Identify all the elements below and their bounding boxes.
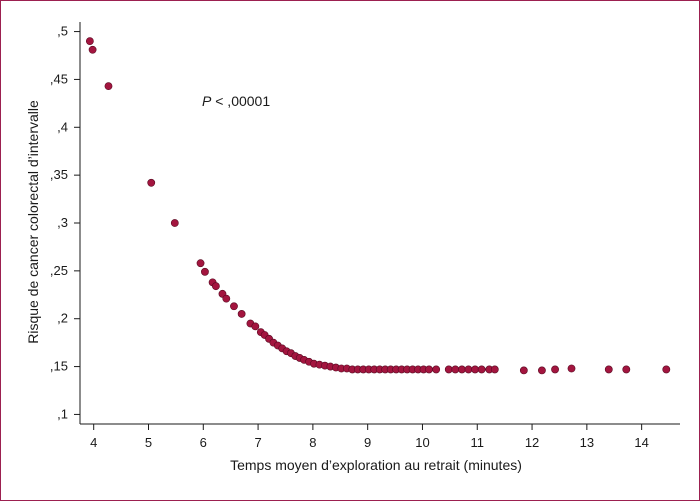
- data-point: [567, 364, 576, 373]
- data-point: [201, 267, 209, 276]
- axes: 4 5 6 7 8 9 10 11 12 13 14 ,1 ,15 ,2 ,25 ,3 ,35 ,4 ,45 ,5: [50, 22, 680, 450]
- x-tick-label: 10: [415, 435, 429, 450]
- data-point: [444, 365, 453, 374]
- data-point: [538, 366, 546, 375]
- data-point: [237, 310, 246, 318]
- data-point: [451, 365, 460, 374]
- data-point: [230, 302, 238, 311]
- data-point: [519, 366, 528, 375]
- x-tick-label: 5: [145, 435, 152, 450]
- p-value-annotation: P < ,00001: [202, 93, 270, 109]
- data-point: [551, 365, 559, 374]
- data-point: [196, 259, 205, 268]
- y-tick-label: ,1: [57, 406, 68, 421]
- x-tick-label: 13: [580, 435, 594, 450]
- data-point: [458, 365, 466, 374]
- data-point: [490, 365, 499, 374]
- data-point: [477, 365, 486, 374]
- y-tick-label: ,15: [50, 359, 68, 374]
- y-tick-label: ,25: [50, 263, 68, 278]
- x-tick-label: 14: [634, 435, 648, 450]
- data-point: [464, 365, 473, 374]
- p-value-text: < ,00001: [211, 93, 270, 109]
- y-axis-title: Risque de cancer colorectal d’intervalle: [25, 100, 41, 344]
- data-point: [104, 82, 113, 91]
- x-tick-label: 6: [200, 435, 207, 450]
- data-point: [222, 294, 231, 303]
- x-tick-label: 7: [254, 435, 261, 450]
- data-point: [88, 45, 97, 54]
- x-tick-label: 11: [471, 435, 485, 450]
- data-point: [170, 219, 179, 227]
- x-tick-label: 9: [364, 435, 371, 450]
- data-point: [622, 365, 631, 374]
- y-tick-label: ,2: [57, 311, 68, 326]
- y-tick-label: ,3: [57, 215, 68, 230]
- data-point: [211, 282, 220, 291]
- y-tick-label: ,4: [57, 119, 68, 134]
- data-point: [471, 365, 479, 374]
- data-point: [147, 178, 156, 187]
- data-point: [662, 365, 671, 374]
- data-points: [85, 37, 671, 375]
- x-tick-label: 12: [525, 435, 539, 450]
- y-tick-label: ,45: [50, 71, 68, 86]
- y-tick-label: ,5: [57, 24, 68, 39]
- y-tick-label: ,35: [50, 167, 68, 182]
- data-point: [85, 37, 94, 46]
- data-point: [425, 365, 433, 374]
- data-point: [604, 365, 613, 374]
- p-value-italic: P: [202, 93, 212, 109]
- x-tick-label: 8: [309, 435, 316, 450]
- data-point: [251, 322, 260, 331]
- x-tick-label: 4: [90, 435, 97, 450]
- data-point: [432, 365, 441, 374]
- x-axis-title: Temps moyen d’exploration au retrait (mi…: [230, 457, 522, 473]
